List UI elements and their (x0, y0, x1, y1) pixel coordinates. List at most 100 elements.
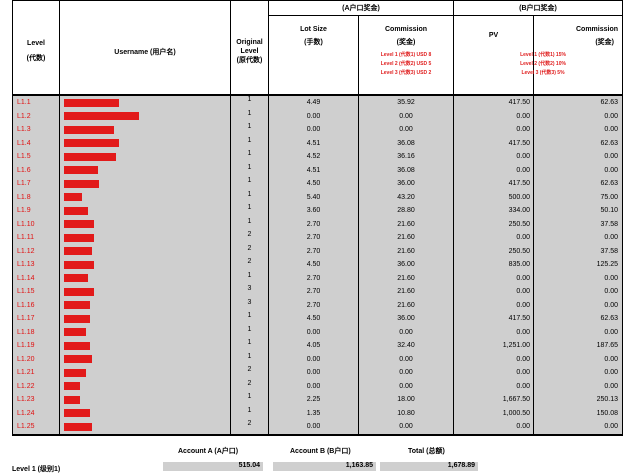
level-cell: L1.13 (12, 258, 60, 272)
original-level-cell: 1 (230, 271, 269, 285)
original-level-cell: 1 (230, 123, 269, 137)
summary-header-account-b: Account B (B户口) (290, 448, 351, 455)
lot-size-cell: 2.70 (268, 285, 359, 299)
username-cell (59, 150, 231, 164)
original-level-cell: 1 (230, 312, 269, 326)
commission-a-rate-2: Level 2 (代数2) USD 5 (380, 61, 432, 67)
original-level-cell: 2 (230, 244, 269, 258)
level-cell: L1.10 (12, 217, 60, 231)
lot-size-cell: 4.50 (268, 258, 359, 272)
pv-cell: 1,000.50 (453, 406, 534, 420)
pv-cell: 0.00 (453, 285, 534, 299)
commission-a-cell: 0.00 (358, 420, 454, 436)
lot-size-cell: 0.00 (268, 325, 359, 339)
table-row: L1.21 2 0.00 0.00 0.00 0.00 (12, 366, 623, 380)
commission-b-cell: 0.00 (533, 123, 623, 137)
table-row: L1.25 2 0.00 0.00 0.00 0.00 (12, 420, 623, 436)
redacted-username (64, 314, 90, 323)
commission-a-cell: 21.60 (358, 244, 454, 258)
pv-cell: 0.00 (453, 298, 534, 312)
lot-size-cell: 4.52 (268, 150, 359, 164)
commission-a-cell: 28.80 (358, 204, 454, 218)
username-cell (59, 285, 231, 299)
summary-value-b: 1,163.85 (273, 462, 376, 471)
commission-b-cell: 62.63 (533, 136, 623, 150)
table-row: L1.16 3 2.70 21.60 0.00 0.00 (12, 298, 623, 312)
commission-a-cell: 35.92 (358, 94, 454, 110)
table-row: L1.14 1 2.70 21.60 0.00 0.00 (12, 271, 623, 285)
commission-b-cell: 0.00 (533, 352, 623, 366)
commission-a-cell: 36.00 (358, 258, 454, 272)
username-cell (59, 123, 231, 137)
commission-a-cell: 0.00 (358, 379, 454, 393)
username-cell (59, 379, 231, 393)
pv-cell: 1,667.50 (453, 393, 534, 407)
table-row: L1.4 1 4.51 36.08 417.50 62.63 (12, 136, 623, 150)
original-level-header: Original Level (原代数) (230, 0, 269, 103)
redacted-username (64, 301, 90, 310)
level-cell: L1.17 (12, 312, 60, 326)
commission-b-rate-3: Level 3 (代数3) 5% (521, 70, 565, 76)
lot-size-cell: 0.00 (268, 109, 359, 123)
data-table: L1.1 1 4.49 35.92 417.50 62.63 L1.2 1 0.00 0.00 0.… (12, 94, 623, 436)
original-level-cell: 1 (230, 325, 269, 339)
commission-b-cell: 62.63 (533, 312, 623, 326)
lot-size-cell: 2.70 (268, 244, 359, 258)
username-cell (59, 244, 231, 258)
redacted-username (64, 341, 90, 350)
level-header: Level (代数) (12, 0, 60, 103)
pv-cell: 0.00 (453, 271, 534, 285)
pv-cell: 0.00 (453, 379, 534, 393)
username-cell (59, 393, 231, 407)
commission-b-header: Commission (奖金) Level 1 (代数1) 15% Level … (520, 15, 623, 103)
level-cell: L1.9 (12, 204, 60, 218)
commission-b-cell: 62.63 (533, 94, 623, 110)
group-a-header: (A户口奖金) (268, 0, 454, 16)
table-row: L1.18 1 0.00 0.00 0.00 0.00 (12, 325, 623, 339)
redacted-username (64, 206, 88, 215)
redacted-username (64, 179, 99, 188)
commission-a-cell: 21.60 (358, 271, 454, 285)
commission-b-rate-1: Level 1 (代数1) 15% (520, 52, 566, 58)
original-level-cell: 1 (230, 204, 269, 218)
original-level-cell: 1 (230, 177, 269, 191)
lot-size-cell: 4.50 (268, 312, 359, 326)
level-cell: L1.2 (12, 109, 60, 123)
commission-a-cell: 36.08 (358, 136, 454, 150)
level-cell: L1.25 (12, 420, 60, 436)
level-cell: L1.5 (12, 150, 60, 164)
table-row: L1.8 1 5.40 43.20 500.00 75.00 (12, 190, 623, 204)
original-level-cell: 1 (230, 109, 269, 123)
username-cell (59, 406, 231, 420)
commission-a-header: Commission (奖金) Level 1 (代数1) USD 8 Level… (358, 15, 454, 103)
username-cell (59, 177, 231, 191)
lot-size-cell: 4.51 (268, 136, 359, 150)
redacted-username (64, 98, 119, 107)
original-level-cell: 3 (230, 285, 269, 299)
commission-a-cell: 36.16 (358, 150, 454, 164)
pv-cell: 0.00 (453, 420, 534, 436)
original-level-cell: 2 (230, 366, 269, 380)
commission-a-cell: 0.00 (358, 325, 454, 339)
original-level-cell: 1 (230, 136, 269, 150)
commission-a-rate-1: Level 1 (代数1) USD 8 (380, 52, 432, 58)
level-cell: L1.6 (12, 163, 60, 177)
lot-size-cell: 0.00 (268, 123, 359, 137)
username-cell (59, 109, 231, 123)
commission-b-cell: 0.00 (533, 150, 623, 164)
commission-a-cell: 36.08 (358, 163, 454, 177)
redacted-username (64, 274, 88, 283)
original-level-cell: 1 (230, 217, 269, 231)
commission-b-cell: 0.00 (533, 379, 623, 393)
pv-cell: 417.50 (453, 94, 534, 110)
original-level-cell: 1 (230, 190, 269, 204)
level-cell: L1.14 (12, 271, 60, 285)
username-cell (59, 217, 231, 231)
table-row: L1.20 1 0.00 0.00 0.00 0.00 (12, 352, 623, 366)
lot-size-cell: 4.50 (268, 177, 359, 191)
lot-size-header: Lot Size (手数) (268, 15, 359, 103)
commission-a-cell: 10.80 (358, 406, 454, 420)
level-cell: L1.23 (12, 393, 60, 407)
lot-size-cell: 4.05 (268, 339, 359, 353)
commission-b-cell: 0.00 (533, 231, 623, 245)
